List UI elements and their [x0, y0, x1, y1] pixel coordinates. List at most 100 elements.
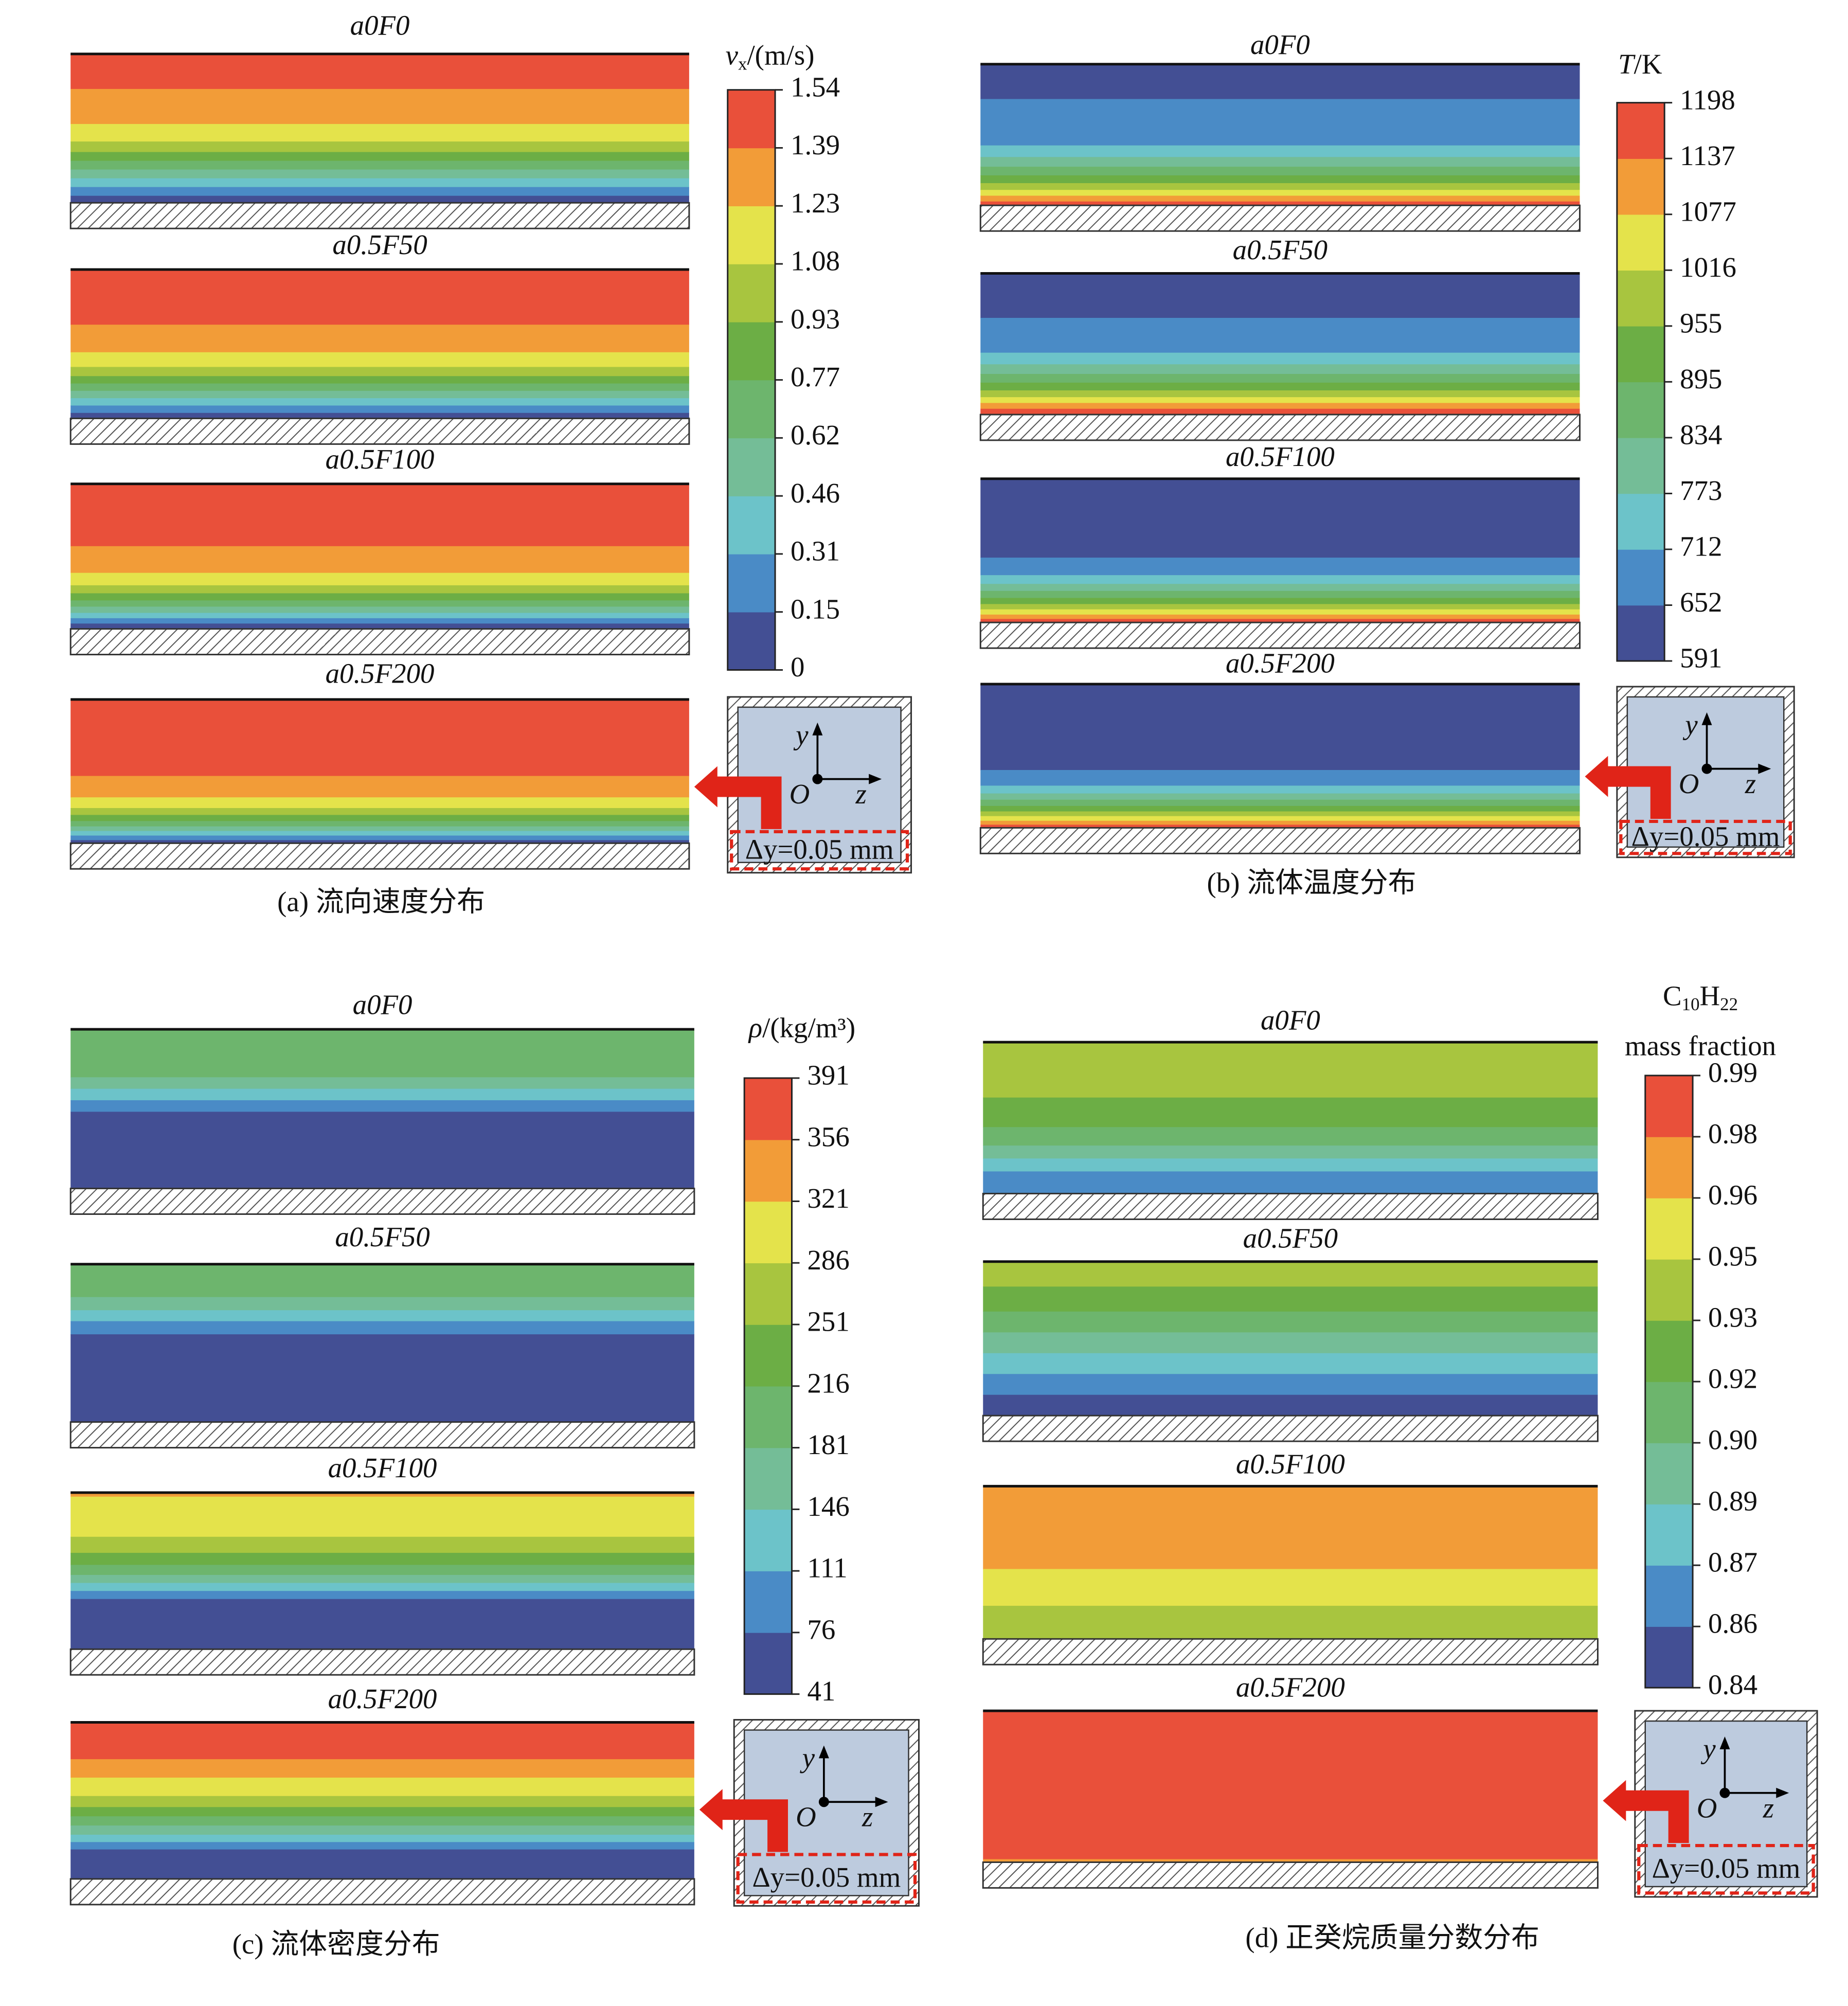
contour-band — [70, 413, 689, 419]
axis-label: O — [1697, 1792, 1717, 1823]
colorbar-tick-label: 1.08 — [791, 245, 840, 277]
contour-band — [980, 175, 1580, 184]
contour-band — [70, 821, 689, 827]
contour-band — [70, 352, 689, 368]
colorbar-tick-label: 181 — [807, 1429, 849, 1460]
colorbar-band — [1645, 1136, 1693, 1198]
axis-arrow — [875, 1797, 888, 1807]
wall — [69, 1648, 695, 1676]
title-part: /(m/s) — [747, 39, 814, 70]
contour-band — [980, 558, 1580, 576]
axis-label: y — [1700, 1733, 1716, 1765]
contour-band — [70, 88, 689, 124]
contour-band — [70, 835, 689, 841]
colorbar-tick-label: 0.15 — [791, 593, 840, 624]
contour-band — [70, 483, 689, 547]
contour-band — [70, 572, 689, 586]
contour-band — [980, 317, 1580, 353]
pointer-arrow — [1585, 756, 1671, 819]
contour-band — [983, 1711, 1598, 1860]
contour-band — [983, 1261, 1598, 1287]
contour-band — [980, 811, 1580, 817]
colorbar-tick-label: 391 — [807, 1060, 849, 1091]
colorbar-tick-label: 0.98 — [1708, 1118, 1757, 1150]
colorbar-band — [727, 612, 776, 671]
contour-band — [980, 364, 1580, 374]
wall — [982, 1414, 1599, 1442]
title-part: /K — [1634, 48, 1662, 79]
colorbar-tick-label: 0.87 — [1708, 1547, 1757, 1578]
colorbar-band — [1645, 1259, 1693, 1321]
colorbar-tick-label: 0.46 — [791, 477, 840, 509]
colorbar-band — [744, 1201, 792, 1264]
title-part: H — [1700, 980, 1720, 1011]
contour-band — [980, 352, 1580, 365]
case-label: a0.5F200 — [1226, 648, 1335, 679]
colorbar-band — [1617, 102, 1665, 159]
colorbar-band — [744, 1447, 792, 1510]
contour-band — [983, 1311, 1598, 1333]
inset-note: Δy=0.05 mm — [752, 1861, 901, 1893]
panel-caption: (b) 流体温度分布 — [1207, 867, 1416, 898]
contour-band — [980, 590, 1580, 599]
axis-label: y — [800, 1742, 815, 1774]
axis-arrow — [1701, 712, 1712, 725]
colorbar-band — [1617, 382, 1665, 438]
colorbar-tick-label: 591 — [1680, 642, 1722, 674]
colorbar-tick-label: 955 — [1680, 307, 1722, 338]
contour-band — [980, 167, 1580, 176]
title-part: ρ — [748, 1012, 762, 1043]
colorbar-band — [727, 148, 776, 207]
contour-band — [980, 575, 1580, 584]
wall — [69, 1188, 695, 1215]
contour-band — [70, 390, 689, 399]
contour-band — [983, 1394, 1598, 1416]
colorbar-band — [744, 1632, 792, 1695]
colorbar-title: T/K — [1618, 48, 1662, 79]
wall — [69, 1878, 695, 1906]
case-label: a0.5F200 — [1236, 1672, 1345, 1703]
contour-band — [980, 609, 1580, 615]
colorbar-band — [727, 496, 776, 554]
colorbar-band — [727, 321, 776, 381]
title-part: v — [726, 39, 739, 70]
contour-band — [70, 367, 689, 377]
title-part: 10 — [1682, 994, 1700, 1014]
contour-band — [70, 1599, 694, 1650]
zoom-region — [1619, 819, 1792, 855]
colorbar-tick-label: 1137 — [1680, 140, 1735, 171]
contour-band — [983, 1859, 1598, 1863]
colorbar-tick-label: 0.96 — [1708, 1179, 1757, 1211]
contour-band — [980, 374, 1580, 383]
contour-band — [980, 99, 1580, 146]
contour-band — [70, 1722, 694, 1760]
contour-band — [980, 805, 1580, 812]
colorbar-tick-label: 0.86 — [1708, 1608, 1757, 1639]
contour-band — [70, 797, 689, 809]
zoom-region — [1637, 1843, 1815, 1895]
contour-band — [70, 1088, 694, 1101]
contour-band — [70, 270, 689, 325]
case-label: a0.5F100 — [328, 1452, 437, 1483]
wall — [69, 1421, 695, 1449]
contour-band — [980, 201, 1580, 206]
contour-band — [70, 1334, 694, 1423]
contour-band — [70, 1759, 694, 1778]
contour-band — [980, 770, 1580, 786]
contour-band — [980, 64, 1580, 100]
title-part: 22 — [1720, 994, 1738, 1014]
contour-band — [70, 1321, 694, 1335]
colorbar-band — [1617, 437, 1665, 494]
contour-band — [70, 1842, 694, 1850]
colorbar-band — [1645, 1565, 1693, 1627]
colorbar-tick-label: 1198 — [1680, 84, 1735, 115]
contour-band — [980, 408, 1580, 415]
zoom-region — [736, 1853, 917, 1904]
wall — [979, 414, 1581, 441]
colorbar-tick-label: 0.95 — [1708, 1241, 1757, 1272]
axis-label: z — [1745, 768, 1756, 799]
colorbar-band — [744, 1509, 792, 1571]
colorbar-band — [727, 206, 776, 264]
contour-band — [70, 141, 689, 153]
